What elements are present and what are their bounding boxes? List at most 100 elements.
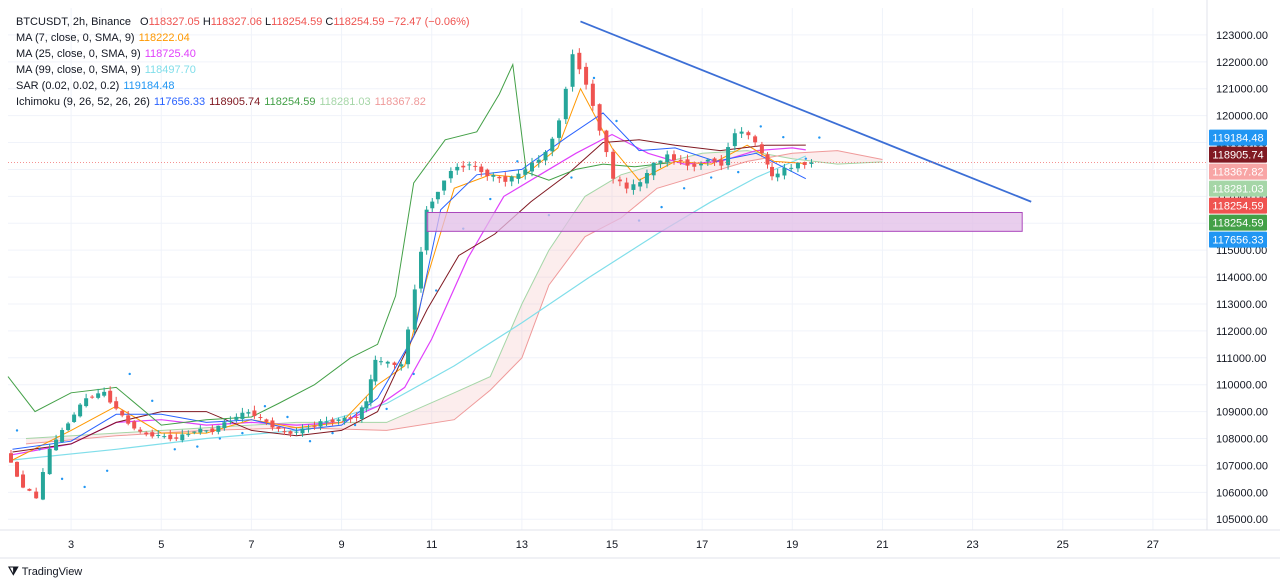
sar-dot (615, 119, 618, 123)
y-tick-label: 122000.00 (1216, 57, 1268, 69)
x-tick-label: 25 (1057, 539, 1069, 551)
indicator-row[interactable]: MA (7, close, 0, SMA, 9) 118222.04 (16, 30, 470, 46)
change-value: −72.47 (−0.06%) (387, 16, 470, 28)
candle-body (570, 54, 575, 87)
candle-body (276, 426, 281, 429)
candle-body (479, 166, 484, 173)
sar-dot (331, 431, 334, 435)
price-label-text: 118281.03 (1212, 184, 1263, 196)
footer-brand[interactable]: ⧩ TradingView (8, 564, 82, 579)
descending-trendline (580, 20, 1032, 203)
sar-dot (286, 415, 289, 419)
candle-body (448, 170, 453, 179)
candle-body (550, 138, 555, 152)
candle-body (240, 412, 245, 419)
candle-body (536, 159, 541, 163)
candle-body (671, 154, 676, 161)
close-label: C (325, 16, 334, 28)
candle-body (461, 165, 466, 168)
sar-dot (15, 429, 19, 432)
ichimoku-lagging-line (7, 62, 671, 426)
candle-body (705, 159, 710, 162)
candle-body (665, 154, 670, 162)
candle-body (485, 169, 490, 177)
candle-body (300, 428, 305, 434)
candle-body (590, 83, 595, 106)
candle-body (770, 166, 775, 177)
candle-body (712, 158, 717, 162)
candle-body (523, 169, 528, 175)
candle-body (802, 162, 807, 165)
indicator-value: 118367.82 (374, 96, 426, 108)
low-value: 118254.59 (271, 16, 323, 28)
tradingview-logo-icon: ⧩ (8, 564, 19, 578)
candle-body (34, 491, 39, 499)
candle-body (739, 131, 744, 134)
x-tick-label: 27 (1147, 539, 1159, 551)
candle-body (378, 361, 383, 363)
sar-dot (353, 423, 357, 427)
sar-dot (385, 407, 388, 411)
candle-body (373, 359, 378, 382)
ichimoku-conversion-line (12, 112, 807, 450)
indicator-row[interactable]: MA (99, close, 0, SMA, 9) 118497.70 (16, 62, 470, 78)
candle-body (60, 430, 65, 442)
candle-body (258, 417, 263, 419)
candle-body (809, 162, 814, 164)
candle-body (21, 474, 26, 488)
high-value: 118327.06 (210, 16, 262, 28)
sar-dot (516, 160, 519, 163)
open-value: 118327.05 (148, 16, 200, 28)
candle-body (789, 167, 794, 169)
candle-body (368, 379, 373, 403)
candle-body (765, 154, 770, 165)
sar-dot (592, 76, 596, 80)
candle-body (473, 165, 478, 167)
candle-body (651, 162, 656, 176)
candle-body (435, 191, 440, 200)
indicator-row[interactable]: MA (25, close, 0, SMA, 9) 118725.40 (16, 46, 470, 62)
candle-body (617, 179, 622, 182)
indicator-row[interactable]: SAR (0.02, 0.02, 0.2) 119184.48 (16, 78, 470, 94)
y-tick-label: 107000.00 (1216, 460, 1268, 472)
candle-body (222, 422, 227, 429)
candle-body (638, 182, 643, 187)
indicator-value: 119184.48 (123, 80, 175, 92)
candle-body (168, 434, 173, 440)
sar-dot (818, 136, 821, 139)
indicator-value: 118905.74 (209, 96, 261, 108)
candle-body (497, 176, 502, 179)
x-tick-label: 7 (248, 539, 254, 551)
candle-body (9, 453, 14, 463)
candle-body (252, 410, 257, 417)
candle-body (491, 175, 496, 177)
y-tick-label: 112000.00 (1216, 326, 1267, 338)
candle-body (264, 419, 269, 422)
candle-body (198, 428, 203, 433)
candle-body (246, 412, 251, 414)
indicator-label: MA (99, close, 0, SMA, 9) (16, 64, 141, 76)
candle-body (126, 415, 131, 424)
symbol-label[interactable]: BTCUSDT, 2h, Binance (16, 16, 131, 28)
candle-body (312, 426, 317, 428)
x-tick-label: 9 (338, 539, 344, 551)
candle-body (216, 425, 221, 432)
symbol-row: BTCUSDT, 2h, Binance O118327.05 H118327.… (16, 14, 470, 30)
x-tick-label: 15 (606, 539, 618, 551)
candle-body (102, 391, 107, 396)
candle-body (108, 390, 113, 403)
sar-dot (173, 448, 176, 451)
x-tick-label: 19 (786, 539, 798, 551)
x-tick-label: 21 (876, 539, 888, 551)
y-tick-label: 115000.00 (1216, 245, 1267, 257)
candle-body (584, 66, 589, 85)
indicator-row[interactable]: Ichimoku (9, 26, 52, 26, 26) 117656.33 118… (16, 94, 470, 110)
candle-body (385, 361, 390, 364)
candle-body (442, 180, 447, 191)
y-tick-label: 108000.00 (1216, 434, 1268, 446)
candle-body (282, 431, 287, 433)
price-label-badge (1209, 197, 1267, 214)
candle-body (156, 434, 161, 436)
y-tick-label: 120000.00 (1216, 111, 1268, 123)
